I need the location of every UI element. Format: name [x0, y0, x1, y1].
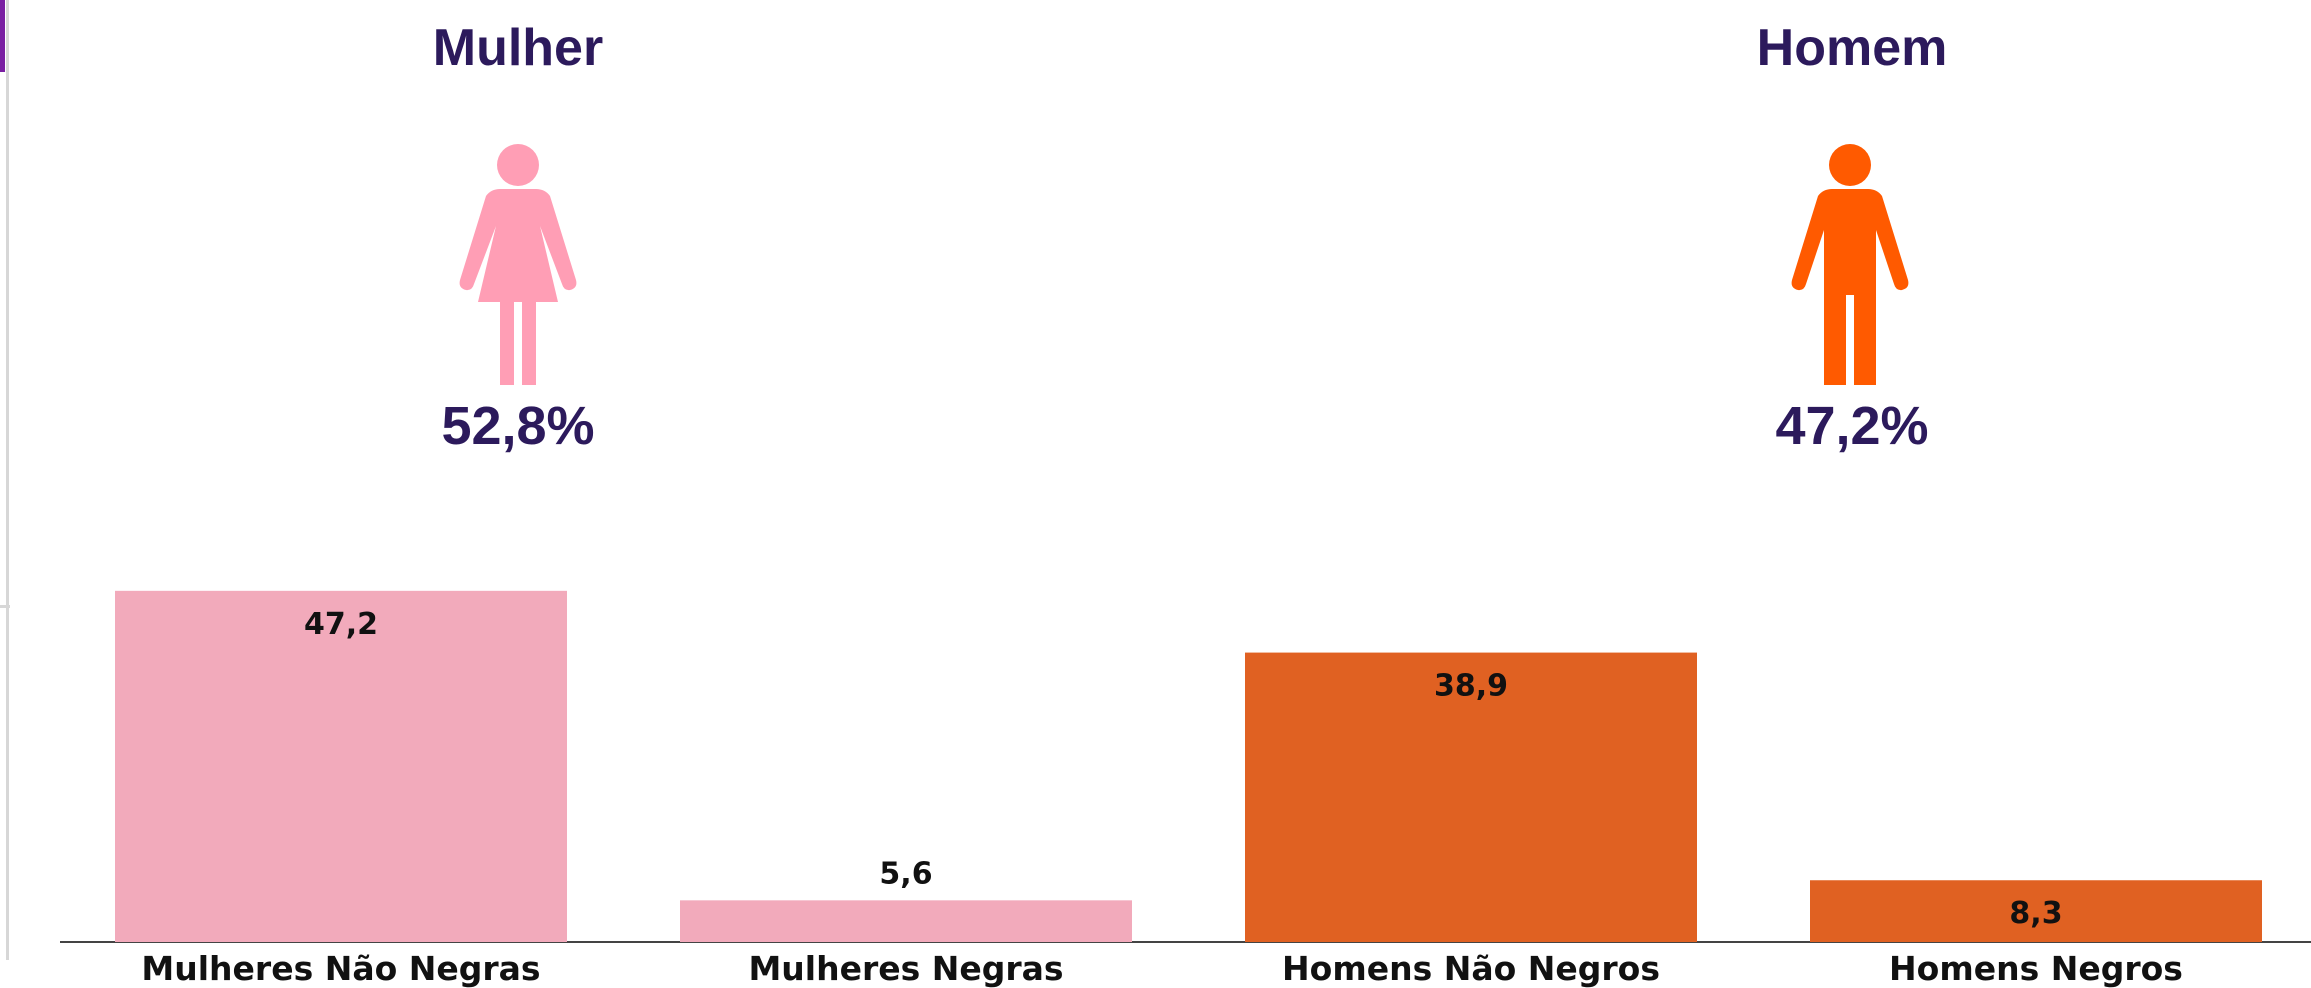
bar-value-label: 5,6 — [879, 856, 932, 891]
edge-accent-bar — [0, 0, 5, 72]
male-person-icon — [1791, 144, 1909, 385]
category-label: Homens Negros — [1889, 949, 2183, 988]
edge-tick — [0, 605, 10, 608]
bar-value-label: 47,2 — [304, 607, 378, 642]
bar-mulheres-negras — [680, 900, 1132, 942]
group-title-mulher: Mulher — [432, 19, 604, 77]
group-percent-mulher: 52,8% — [441, 396, 595, 456]
bar-homens-negros — [1810, 880, 2262, 942]
bar-value-label: 38,9 — [1434, 669, 1508, 704]
bar-mulheres-nao-negras — [115, 590, 567, 942]
female-person-icon — [459, 144, 577, 385]
group-percent-homem: 47,2% — [1775, 396, 1929, 456]
category-label: Mulheres Negras — [748, 949, 1063, 988]
bar-chart: 47,2 Mulheres Não Negras 5,6 Mulheres Negra… — [60, 590, 2311, 988]
group-title-homem: Homem — [1756, 19, 1948, 77]
edge-divider — [6, 0, 9, 960]
category-label: Homens Não Negros — [1282, 949, 1660, 988]
bar-value-label: 8,3 — [2009, 896, 2062, 931]
bar-homens-nao-negros — [1245, 652, 1697, 942]
category-label: Mulheres Não Negras — [141, 949, 540, 988]
